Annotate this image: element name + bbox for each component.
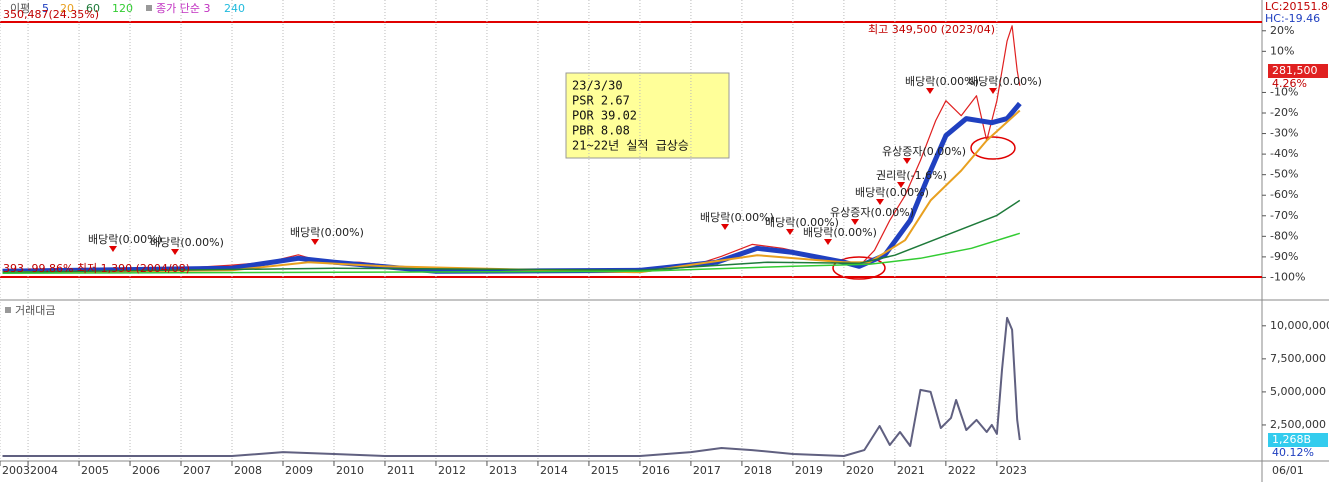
x-tick-label: 2011 [387, 464, 415, 477]
note-line: 23/3/30 [572, 79, 623, 93]
event-arrow [903, 158, 911, 164]
x-tick-label: 2010 [336, 464, 364, 477]
y-tick-label: -100% [1270, 270, 1305, 283]
x-tick-label: 2003 [2, 464, 30, 477]
y-tick-label: -50% [1270, 168, 1298, 181]
legend-entry: 240 [224, 2, 245, 15]
y-tick-label: -40% [1270, 147, 1298, 160]
value-box [1268, 433, 1328, 447]
note-line: PSR 2.67 [572, 94, 630, 108]
event-annotation: 배당락(0.00%) [765, 216, 839, 229]
y-tick-label: -20% [1270, 106, 1298, 119]
event-annotation: 배당락(0.00%) [905, 75, 979, 88]
x-tick-label: 2007 [183, 464, 211, 477]
high-label: 최고 349,500 (2023/04) [868, 23, 995, 36]
y-tick-label: -70% [1270, 209, 1298, 222]
legend-entry: 120 [112, 2, 133, 15]
event-arrow [824, 239, 832, 245]
note-line: 21~22년 실적 급상승 [572, 139, 689, 153]
event-annotation: 배당락(0.00%) [803, 226, 877, 239]
legend-entry: 종가 단순 3 [156, 2, 210, 15]
y-tick-label: -80% [1270, 229, 1298, 242]
event-annotation: 배당락(0.00%) [150, 236, 224, 249]
panel-title: 거래대금 [15, 304, 55, 317]
right-label: HC:-19.46 [1265, 12, 1320, 25]
event-annotation: 배당락(0.00%) [855, 186, 929, 199]
right-label: LC:20151.80 [1265, 0, 1329, 13]
event-annotation: 배당락(0.00%) [700, 211, 774, 224]
y-tick-label: 7,500,000 [1270, 352, 1326, 365]
y-tick-label: -30% [1270, 127, 1298, 140]
event-annotation: 유상증자(0.00%) [830, 206, 914, 219]
event-annotation: 권리락(-1.6%) [876, 169, 947, 182]
event-arrow [876, 199, 884, 205]
note-box [565, 72, 730, 159]
event-arrow [851, 219, 859, 225]
event-arrow [786, 229, 794, 235]
highlight-ellipse [970, 136, 1016, 160]
event-annotation: 배당락(0.00%) [88, 233, 162, 246]
event-arrow [311, 239, 319, 245]
x-tick-label: 2016 [642, 464, 670, 477]
y-tick-label: 10% [1270, 44, 1294, 57]
event-annotation: 배당락(0.00%) [290, 226, 364, 239]
y-tick-label: -10% [1270, 85, 1298, 98]
x-tick-label: 2006 [132, 464, 160, 477]
x-tick-label: 2020 [846, 464, 874, 477]
legend-icon [146, 5, 152, 11]
low-label: 393 -99.86% 최저 1,390 (2004/08) [3, 262, 190, 275]
x-tick-label: 2013 [489, 464, 517, 477]
change-label: 4.26% [1272, 77, 1307, 90]
x-tick-label: 2008 [234, 464, 262, 477]
event-arrow [897, 182, 905, 188]
price-box [1268, 64, 1328, 78]
legend-entry: 60 [86, 2, 100, 15]
x-tick-label: 2022 [948, 464, 976, 477]
value-label: 1,268B [1272, 433, 1311, 446]
x-tick-label: 2017 [693, 464, 721, 477]
x-tick-label: 2021 [897, 464, 925, 477]
x-tick-label: 2019 [795, 464, 823, 477]
y-tick-label: 10,000,000 [1270, 319, 1329, 332]
event-arrow [171, 249, 179, 255]
event-arrow [721, 224, 729, 230]
legend-icon [5, 307, 11, 313]
y-tick-label: -60% [1270, 188, 1298, 201]
x-tick-label: 2012 [438, 464, 466, 477]
highlight-ellipse [832, 256, 886, 280]
legend-entry: 20 [60, 2, 74, 15]
y-tick-label: 2,500,000 [1270, 418, 1326, 431]
series-line [2, 199, 1021, 274]
y-tick-label: -90% [1270, 250, 1298, 263]
event-annotation: 배당락(0.00%) [968, 75, 1042, 88]
x-tick-label: 2023 [999, 464, 1027, 477]
event-arrow [109, 246, 117, 252]
x-tick-label: 2014 [540, 464, 568, 477]
y-tick-label: 5,000,000 [1270, 385, 1326, 398]
y-tick-label: 20% [1270, 24, 1294, 37]
note-line: POR 39.02 [572, 109, 637, 123]
event-arrow [989, 88, 997, 94]
series-line [2, 109, 1021, 274]
event-arrow [926, 88, 934, 94]
series-line [2, 232, 1021, 275]
price-label: 281,500 [1272, 64, 1318, 77]
x-tick-label: 2004 [30, 464, 58, 477]
legend-entry: 5 [42, 2, 49, 15]
x-tick-label: 2015 [591, 464, 619, 477]
event-annotation: 유상증자(0.00%) [882, 145, 966, 158]
series-line [2, 316, 1021, 457]
x-tick-label: 2009 [285, 464, 313, 477]
change-label: 40.12% [1272, 446, 1314, 459]
legend-label: 이평 [10, 2, 30, 15]
note-line: PBR 8.08 [572, 124, 630, 138]
date-label: 06/01 [1272, 464, 1304, 477]
x-tick-label: 2018 [744, 464, 772, 477]
x-tick-label: 2005 [81, 464, 109, 477]
top-left-label: 350,487(24.35%) [3, 8, 99, 21]
